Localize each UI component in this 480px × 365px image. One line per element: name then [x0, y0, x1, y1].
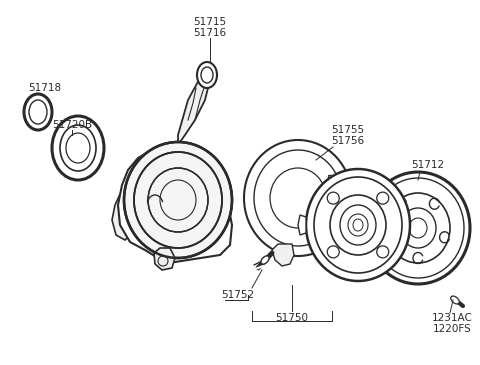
Polygon shape	[154, 248, 175, 270]
Ellipse shape	[261, 256, 269, 264]
Ellipse shape	[306, 169, 410, 281]
Text: 1220FS: 1220FS	[432, 324, 471, 334]
Polygon shape	[254, 153, 340, 246]
Text: 51712: 51712	[411, 160, 444, 170]
Ellipse shape	[244, 140, 352, 256]
Text: 51750: 51750	[276, 313, 309, 323]
Polygon shape	[298, 215, 306, 235]
Text: 51715: 51715	[193, 17, 227, 27]
Ellipse shape	[197, 62, 217, 88]
Polygon shape	[118, 143, 232, 262]
Text: 51716: 51716	[193, 28, 227, 38]
Polygon shape	[178, 72, 210, 145]
Text: 51752: 51752	[221, 290, 254, 300]
Text: 51755: 51755	[331, 125, 365, 135]
Ellipse shape	[451, 296, 459, 304]
Text: 51718: 51718	[28, 83, 61, 93]
Text: 51720B: 51720B	[52, 120, 92, 130]
Ellipse shape	[366, 172, 470, 284]
Ellipse shape	[52, 116, 104, 180]
Ellipse shape	[124, 142, 232, 258]
Text: 51756: 51756	[331, 136, 365, 146]
Polygon shape	[272, 244, 294, 266]
Ellipse shape	[24, 94, 52, 130]
Ellipse shape	[330, 195, 386, 255]
Polygon shape	[112, 185, 145, 240]
Text: 1231AC: 1231AC	[432, 313, 472, 323]
Bar	[328, 175, 340, 193]
